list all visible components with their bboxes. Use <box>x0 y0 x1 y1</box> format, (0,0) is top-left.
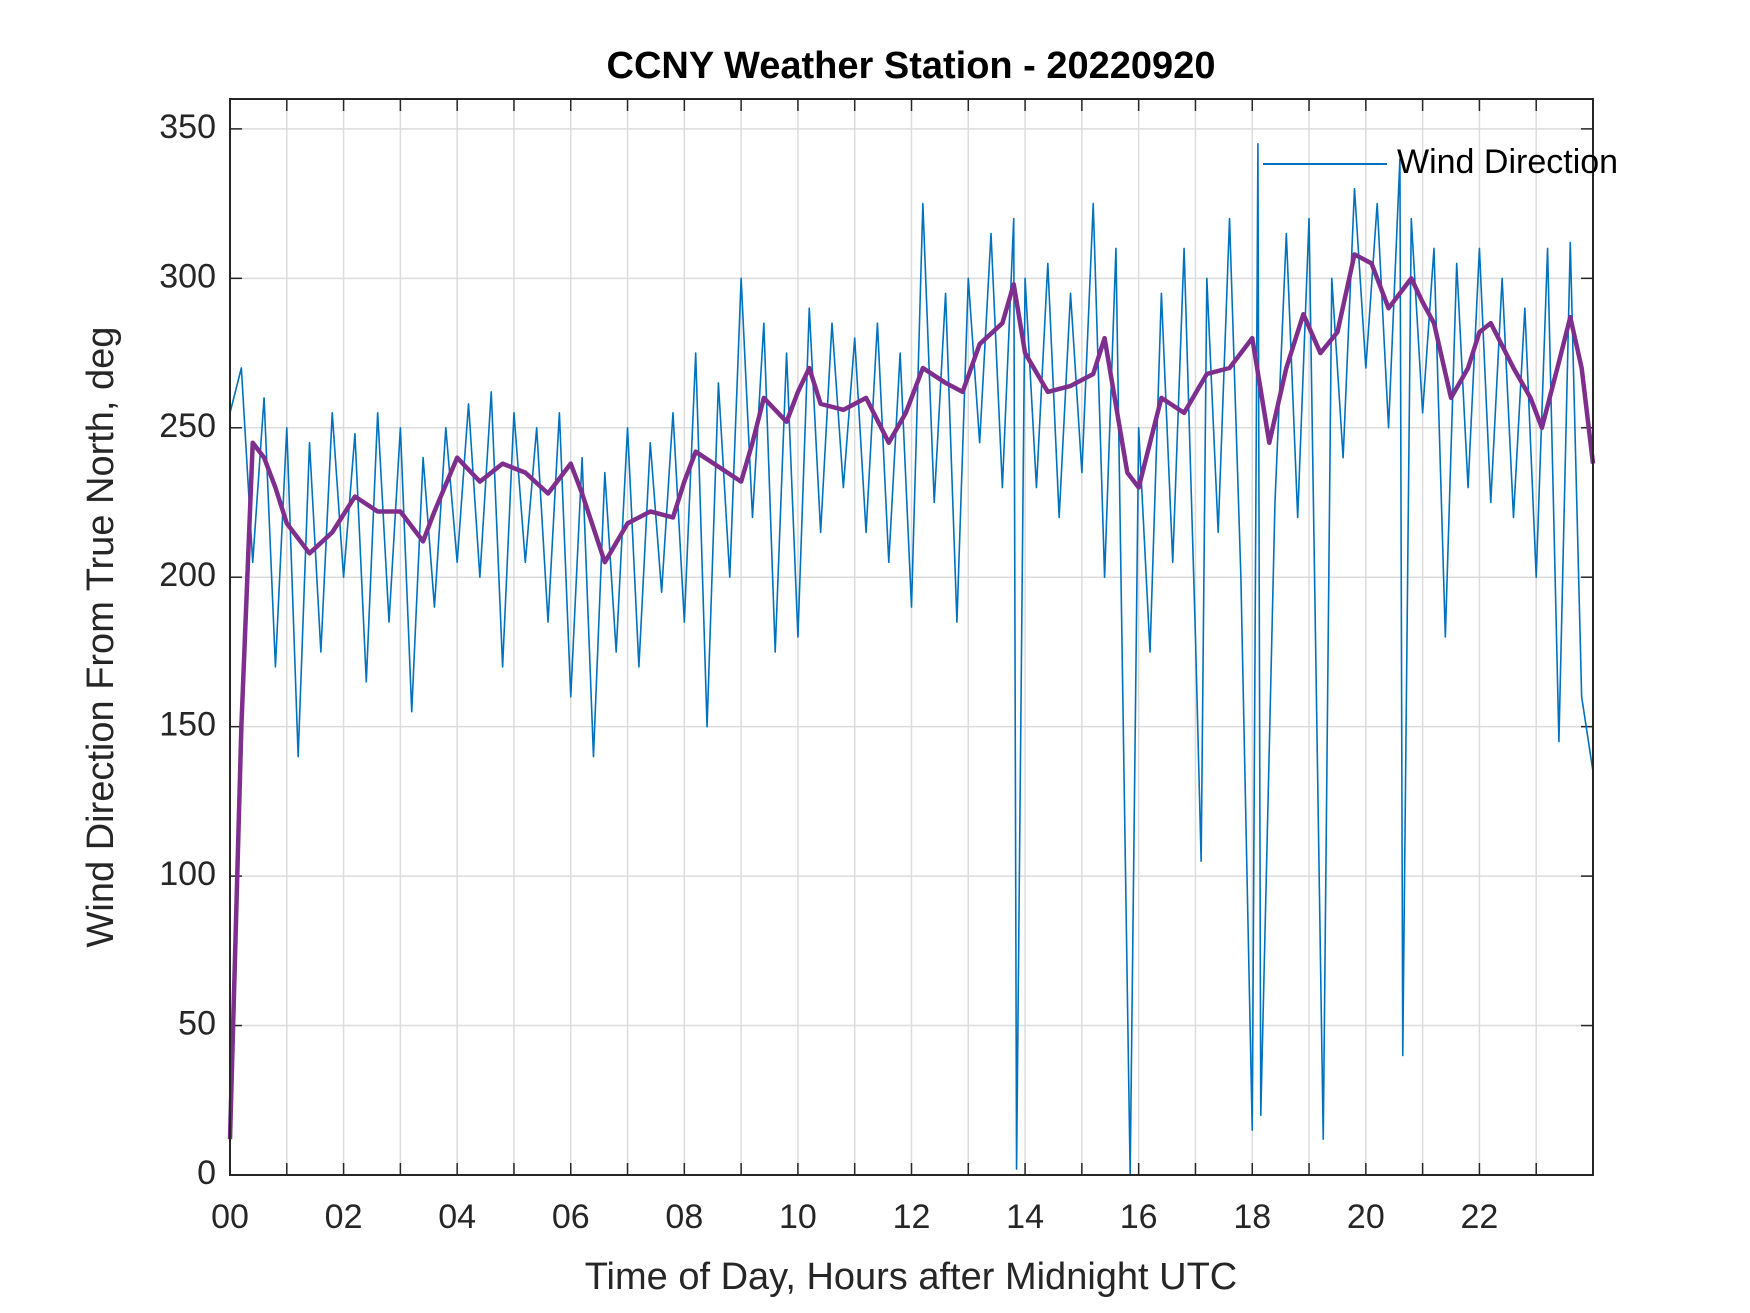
x-tick-label: 08 <box>665 1198 703 1236</box>
y-axis-label: Wind Direction From True North, deg <box>80 327 122 948</box>
plot-frame <box>229 98 1594 1176</box>
x-tick-label: 06 <box>552 1198 590 1236</box>
y-tick-label: 150 <box>159 706 216 744</box>
y-tick-label: 200 <box>159 556 216 594</box>
y-tick-label: 350 <box>159 108 216 146</box>
x-tick-label: 22 <box>1461 1198 1499 1236</box>
y-tick-label: 50 <box>178 1005 216 1043</box>
x-tick-label: 10 <box>779 1198 817 1236</box>
y-tick-label: 100 <box>159 855 216 893</box>
x-tick-label: 18 <box>1233 1198 1271 1236</box>
y-tick-label: 250 <box>159 407 216 445</box>
chart-title: CCNY Weather Station - 20220920 <box>607 45 1216 87</box>
x-tick-label: 00 <box>211 1198 249 1236</box>
x-tick-label: 14 <box>1006 1198 1044 1236</box>
x-tick-label: 16 <box>1120 1198 1158 1236</box>
x-tick-label: 20 <box>1347 1198 1385 1236</box>
y-tick-label: 300 <box>159 257 216 295</box>
x-tick-label: 02 <box>325 1198 363 1236</box>
x-axis-label: Time of Day, Hours after Midnight UTC <box>585 1256 1238 1298</box>
series-line <box>227 252 1596 1140</box>
legend-label: Wind Direction <box>1397 143 1618 181</box>
x-tick-label: 04 <box>438 1198 476 1236</box>
x-tick-label: 12 <box>893 1198 931 1236</box>
y-tick-label: 0 <box>197 1154 216 1192</box>
series-line <box>229 143 1594 1176</box>
